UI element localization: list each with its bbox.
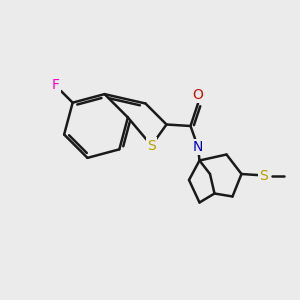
Text: F: F [51, 78, 59, 92]
Text: O: O [193, 88, 203, 102]
Text: N: N [193, 140, 203, 154]
Text: S: S [260, 169, 268, 182]
Text: S: S [147, 139, 156, 152]
